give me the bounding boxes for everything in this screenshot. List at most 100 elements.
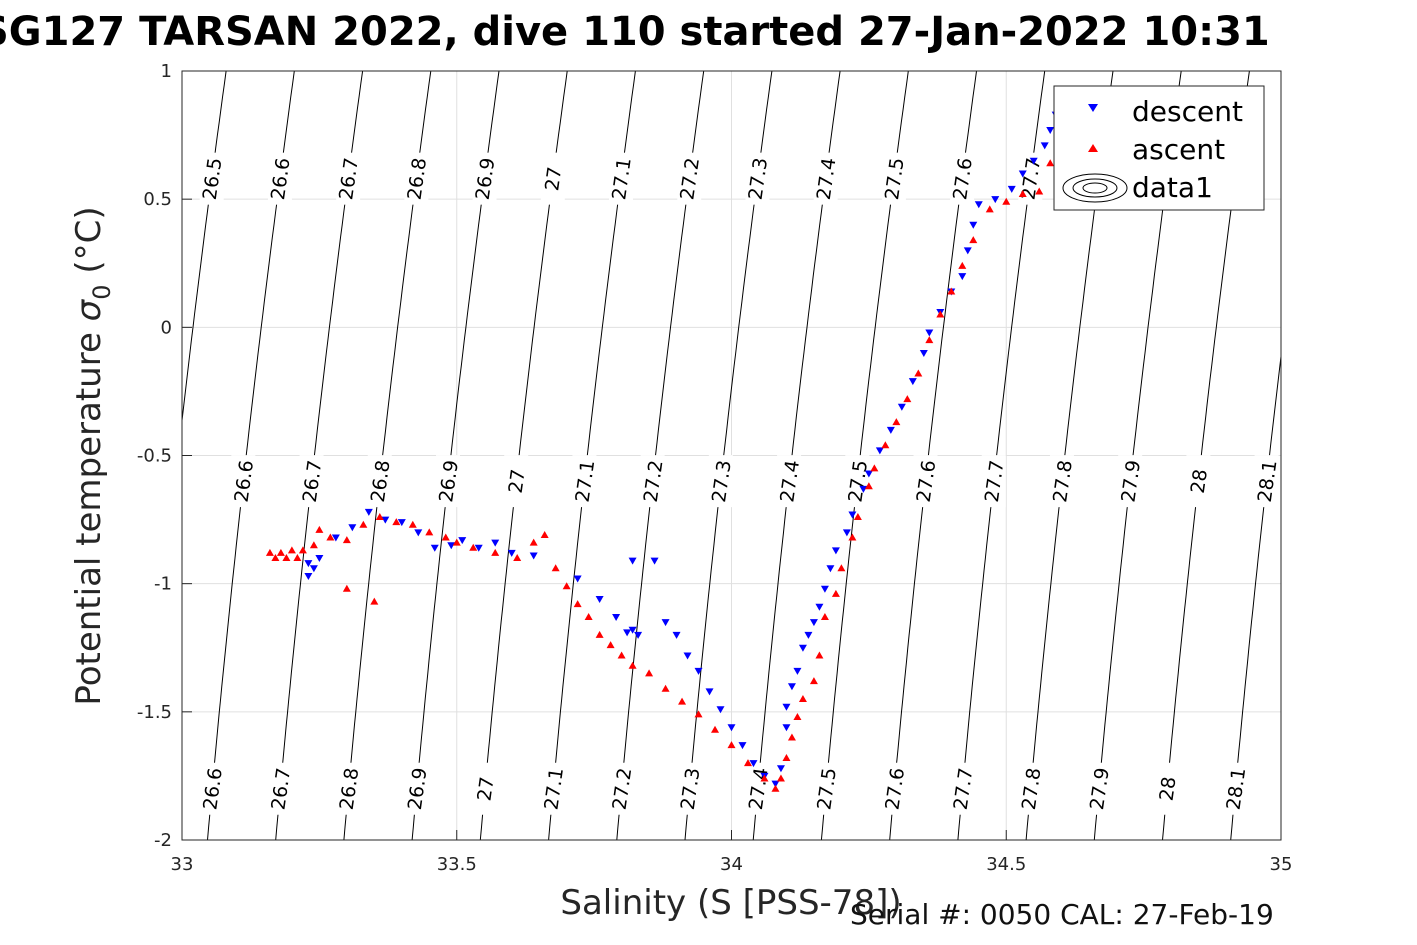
ascent-point: [359, 520, 368, 528]
ascent-point: [276, 548, 285, 556]
ascent-point: [809, 677, 818, 685]
descent-point: [650, 557, 659, 565]
descent-point: [963, 247, 972, 255]
descent-point: [919, 349, 928, 357]
descent-point: [974, 201, 983, 209]
ascent-point: [1046, 159, 1055, 167]
ascent-point: [848, 533, 857, 541]
isopycnal-label-bg: [541, 762, 566, 815]
ascent-point: [293, 554, 302, 562]
ascent-point: [815, 651, 824, 659]
descent-point: [623, 629, 632, 637]
descent-point: [529, 552, 538, 560]
descent-point: [771, 780, 780, 788]
descent-point: [694, 667, 703, 675]
descent-point: [364, 508, 373, 516]
ascent-point: [370, 597, 379, 605]
isopycnal-label-bg: [367, 455, 392, 508]
isopycnal-label-bg: [745, 762, 770, 815]
descent-point: [507, 549, 516, 557]
descent-point: [782, 703, 791, 711]
legend: descent ascent data1: [1053, 85, 1265, 211]
y-tick-label: 1: [161, 61, 172, 82]
isopycnal-label-bg: [231, 455, 256, 508]
descent-point: [826, 565, 835, 573]
descent-point: [738, 742, 747, 750]
ascent-point: [628, 661, 637, 669]
descent-point: [809, 619, 818, 627]
isopycnal-label-bg: [336, 152, 361, 205]
isopycnal-label-bg: [1186, 455, 1211, 508]
descent-point: [875, 447, 884, 455]
ascent-point: [864, 482, 873, 490]
y-tick-label: -1: [154, 574, 172, 595]
isopycnal-label-bg: [609, 762, 634, 815]
legend-ascent-label: ascent: [1132, 133, 1225, 166]
x-tick-label: 33: [171, 854, 194, 875]
ascent-point: [287, 546, 296, 554]
ascent-point: [342, 584, 351, 592]
descent-point: [491, 539, 500, 547]
ascent-point: [1018, 190, 1027, 198]
y-axis-ticks: -2 -1.5 -1 -0.5 0 0.5 1: [137, 61, 192, 851]
ascent-point: [853, 513, 862, 521]
ascent-point: [309, 541, 318, 549]
isopycnal-label-bg: [1086, 762, 1111, 815]
descent-point: [787, 683, 796, 691]
isopycnal-label-bg: [1155, 762, 1180, 815]
isopycnal-label-bg: [299, 455, 324, 508]
isopycnal-label-bg: [404, 152, 429, 205]
ascent-point: [425, 528, 434, 536]
ascent-point: [958, 261, 967, 269]
ascent-point: [798, 695, 807, 703]
ascent-point: [903, 395, 912, 403]
isopycnal-label-bg: [472, 762, 497, 815]
ascent-point: [282, 554, 291, 562]
descent-point: [991, 196, 1000, 204]
isopycnal-label: 27: [541, 165, 566, 192]
legend-data1-contour-icon: [1062, 173, 1128, 203]
isopycnal-label-bg: [336, 762, 361, 815]
isopycnal-label-bg: [1223, 762, 1248, 815]
isopycnal-label-bg: [814, 762, 839, 815]
isopycnal-label: 28: [1156, 775, 1181, 802]
y-tick-label: -0.5: [137, 446, 172, 467]
isopycnal-label: 27: [473, 775, 498, 802]
ascent-point: [925, 336, 934, 344]
isopycnal-label-bg: [745, 152, 770, 205]
descent-point: [842, 529, 851, 537]
ascent-point: [645, 669, 654, 677]
ascent-point: [342, 536, 351, 544]
legend-descent-label: descent: [1132, 95, 1243, 128]
ascent-point: [870, 464, 879, 472]
serial-cal-footer: Serial #: 0050 CAL: 27-Feb-19: [850, 898, 1274, 931]
descent-point: [897, 403, 906, 411]
ascent-point: [782, 753, 791, 761]
isopycnal-label-bg: [267, 152, 292, 205]
ascent-point: [892, 418, 901, 426]
descent-point: [804, 631, 813, 639]
ascent-point: [315, 525, 324, 533]
descent-point: [1007, 185, 1016, 193]
descent-point: [831, 547, 840, 555]
isopycnal-label-bg: [913, 455, 938, 508]
ascent-point: [985, 205, 994, 213]
isopycnal-label-bg: [640, 455, 665, 508]
y-tick-label: -1.5: [137, 702, 172, 723]
ascent-point: [326, 533, 335, 541]
ascent-point: [881, 441, 890, 449]
ascent-point: [265, 548, 274, 556]
isopycnal-labels: 26.6 26.7 26.8 26.9 27 27.1 27.2 27.3 27.4 27.5 27…: [199, 152, 1281, 815]
isopycnal-label-bg: [572, 455, 597, 508]
descent-point: [820, 585, 829, 593]
isopycnal-label-bg: [882, 762, 907, 815]
ascent-point: [787, 733, 796, 741]
descent-point: [815, 603, 824, 611]
descent-point: [1040, 142, 1049, 150]
isopycnal-label-bg: [881, 152, 906, 205]
descent-point: [573, 575, 582, 583]
descent-point: [595, 596, 604, 604]
isopycnal-label-bg: [950, 762, 975, 815]
ascent-point: [776, 774, 785, 782]
legend-ascent-marker: [1088, 144, 1098, 152]
